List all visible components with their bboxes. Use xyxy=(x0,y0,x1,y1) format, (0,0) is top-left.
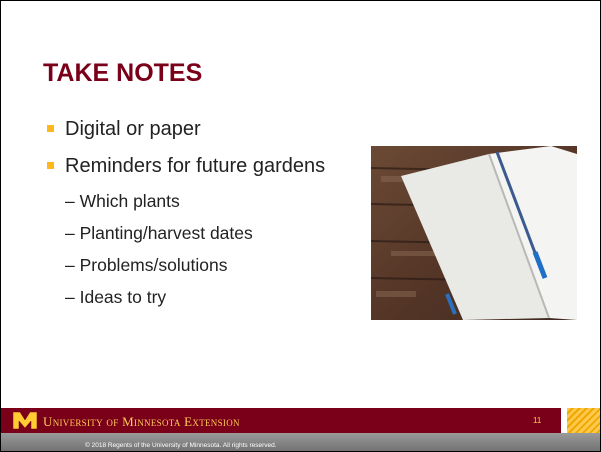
bullet-marker xyxy=(47,162,54,169)
copyright: © 2018 Regents of the University of Minn… xyxy=(85,442,277,449)
slide-title: TAKE NOTES xyxy=(43,59,203,87)
sub-bullet: – Which plants xyxy=(65,191,180,211)
sub-bullet: – Ideas to try xyxy=(65,287,167,307)
bullet-text: Digital or paper xyxy=(65,118,201,140)
logo xyxy=(13,412,37,429)
sub-list: – Which plants – Planting/harvest dates – … xyxy=(65,185,335,313)
sub-bullet: – Problems/solutions xyxy=(65,255,228,275)
footer-bar: University of Minnesota Extension 11 xyxy=(1,408,561,433)
bullet: Digital or paper xyxy=(45,115,335,144)
copyright-bar: © 2018 Regents of the University of Minn… xyxy=(1,433,600,451)
page-number: 11 xyxy=(533,416,542,425)
bullet: Reminders for future gardens – Which plan… xyxy=(45,152,335,313)
bullet-list: Digital or paper Reminders for future gar… xyxy=(45,115,335,321)
organization-name: University of Minnesota Extension xyxy=(43,414,240,429)
notebook-photo xyxy=(371,146,577,320)
bullet-marker xyxy=(47,125,54,132)
stripe-block xyxy=(567,408,600,433)
sub-bullet: – Planting/harvest dates xyxy=(65,223,253,243)
bullet-text: Reminders for future gardens xyxy=(65,155,326,177)
